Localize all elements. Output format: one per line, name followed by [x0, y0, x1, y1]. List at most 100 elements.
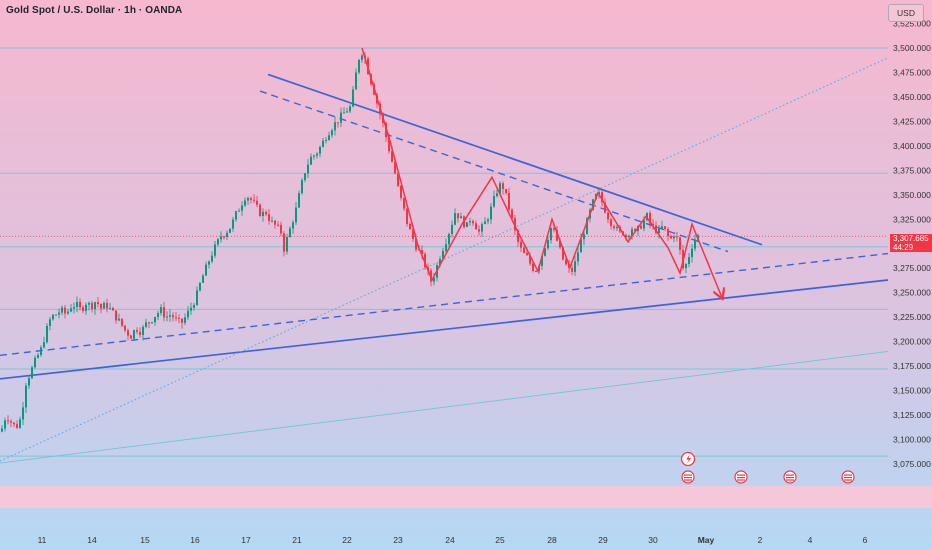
us-flag-event-icon[interactable] [841, 470, 855, 484]
candle [508, 188, 510, 216]
candle [574, 256, 576, 277]
candle [130, 334, 132, 339]
candle [478, 225, 480, 236]
candle [40, 345, 42, 358]
candle [502, 181, 504, 195]
candle [121, 318, 123, 328]
candle [610, 218, 612, 230]
candle [4, 417, 6, 432]
current-price-value: 3,307.685 [893, 234, 929, 243]
candle [655, 221, 657, 235]
trend-line-solid-2[interactable] [0, 279, 889, 380]
price-tick-label: 3,275.000 [893, 263, 931, 273]
candle [166, 311, 168, 322]
candle [679, 236, 681, 255]
candle [37, 353, 39, 359]
trend-line-dashed-3[interactable] [0, 252, 889, 357]
candle [652, 218, 654, 230]
lightning-event-icon[interactable] [680, 451, 696, 467]
us-flag-event-icon[interactable] [734, 470, 748, 484]
candle [484, 217, 486, 225]
candle [127, 328, 129, 341]
candle [451, 220, 453, 238]
candle [157, 310, 159, 321]
candle [19, 416, 21, 429]
candle [16, 420, 18, 429]
candle [337, 122, 339, 128]
candle [73, 302, 75, 314]
time-tick-label: 11 [38, 535, 47, 545]
time-tick-label: 23 [393, 535, 403, 545]
candle [481, 222, 483, 237]
candle [490, 203, 492, 225]
candle [271, 216, 273, 223]
trend-line-thin-5[interactable] [0, 350, 889, 464]
candle [148, 321, 150, 328]
candle [298, 190, 300, 209]
candle [685, 262, 687, 274]
candle [358, 59, 360, 75]
candle [193, 302, 195, 311]
candle [403, 197, 405, 211]
candle [172, 312, 174, 322]
candle [313, 154, 315, 160]
time-tick-label: 2 [758, 535, 763, 545]
candle [28, 375, 30, 389]
currency-button[interactable]: USD [888, 4, 924, 22]
candle [505, 188, 507, 195]
trend-line-solid-0[interactable] [267, 73, 763, 246]
candle [406, 208, 408, 227]
candle [61, 305, 63, 316]
candle [13, 422, 15, 428]
candle [493, 190, 495, 208]
candle [79, 298, 81, 311]
price-tick-label: 3,475.000 [893, 67, 931, 77]
price-tick-label: 3,525.000 [893, 19, 931, 29]
zigzag-projection[interactable] [361, 47, 722, 298]
economic-event-markers[interactable] [680, 451, 855, 484]
candle [100, 303, 102, 314]
zigzag-path[interactable] [361, 47, 722, 298]
candle [265, 209, 267, 217]
candle [244, 197, 246, 208]
candle [88, 301, 90, 311]
candle [496, 189, 498, 198]
us-flag-event-icon[interactable] [783, 470, 797, 484]
candle [631, 226, 633, 240]
candle [613, 224, 615, 231]
time-tick-label: 16 [190, 535, 200, 545]
candle [214, 240, 216, 258]
candle [475, 220, 477, 230]
candle [220, 231, 222, 243]
candle [292, 220, 294, 234]
candle [325, 137, 327, 144]
horizontal-levels [0, 47, 888, 457]
bar-countdown: 44:29 [893, 243, 914, 252]
candle [466, 222, 468, 228]
price-tick-label: 3,175.000 [893, 361, 931, 371]
candle [571, 264, 573, 276]
time-tick-label: 14 [87, 535, 97, 545]
chart-title: Gold Spot / U.S. Dollar · 1h · OANDA [6, 5, 183, 16]
candle [142, 324, 144, 341]
candle [112, 306, 114, 311]
candle [445, 238, 447, 255]
trend-line-dotted-4[interactable] [0, 57, 889, 462]
candle [361, 53, 363, 63]
price-tick-label: 3,450.000 [893, 92, 931, 102]
candle [334, 116, 336, 136]
candle [253, 194, 255, 204]
candle [598, 187, 600, 199]
price-axis-labels: 3,075.000 3,100.000 3,125.000 3,150.000 3,17… [893, 19, 931, 469]
us-flag-event-icon[interactable] [681, 470, 695, 484]
candle [472, 219, 474, 227]
time-tick-label: 22 [342, 535, 352, 545]
time-tick-label: May [698, 535, 715, 545]
price-tick-label: 3,075.000 [893, 459, 931, 469]
current-price-tag: 3,307.685 44:29 [890, 234, 932, 252]
candle [535, 270, 537, 273]
candle [205, 261, 207, 276]
candle [208, 260, 210, 269]
candle [352, 86, 354, 108]
